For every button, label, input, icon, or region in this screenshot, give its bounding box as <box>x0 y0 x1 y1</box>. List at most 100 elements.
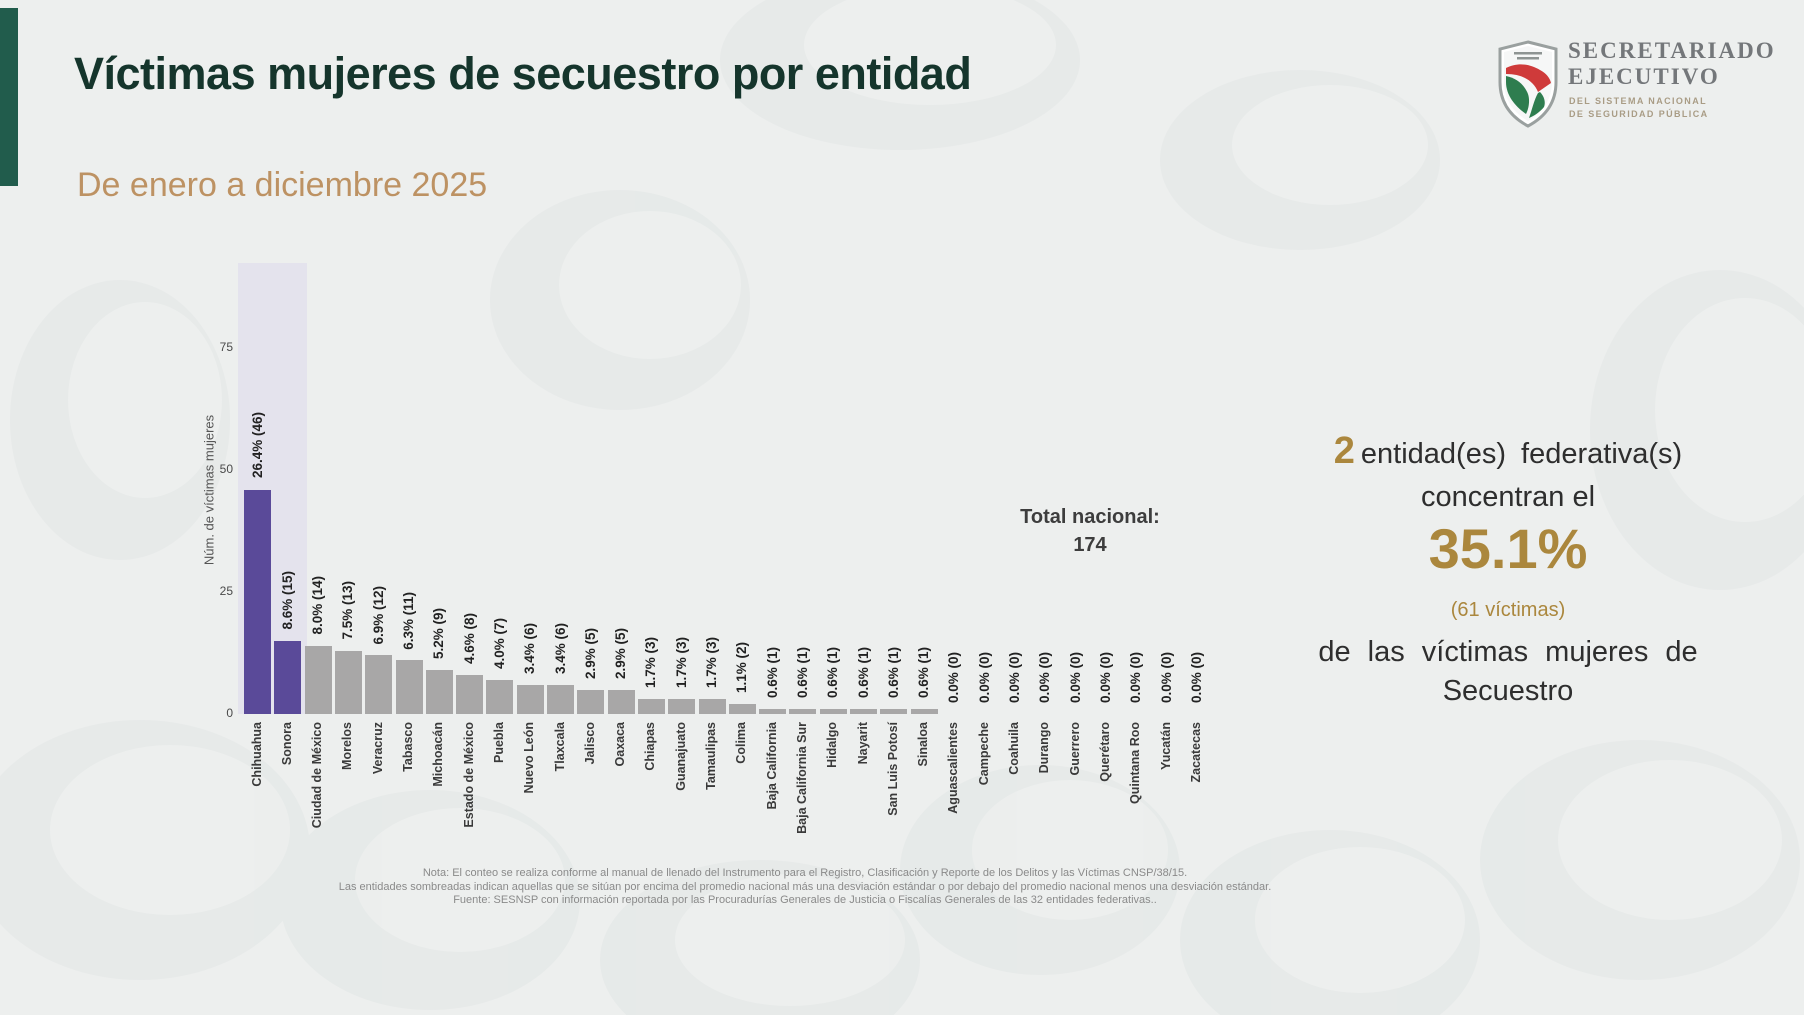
summary-callout: 2 entidad(es) federativa(s) concentran el… <box>1258 430 1758 708</box>
callout-entity-count: 2 <box>1333 430 1355 472</box>
bar-value-label: 4.0% (7) <box>491 617 507 669</box>
bar-value-label: 6.9% (12) <box>370 585 386 645</box>
bar-value-label: 5.2% (9) <box>431 608 447 660</box>
logo-sub-line2: DE SEGURIDAD PÚBLICA <box>1569 109 1709 119</box>
bar <box>304 645 332 714</box>
x-axis-label: Guerrero <box>1067 722 1082 776</box>
x-axis-label: Ciudad de México <box>310 722 325 829</box>
bar <box>334 650 362 714</box>
bar-value-label: 0.0% (0) <box>1158 651 1174 703</box>
bar <box>637 699 665 714</box>
bar-value-label: 2.9% (5) <box>613 627 629 679</box>
x-axis-label: Baja California <box>764 722 779 810</box>
bar-value-label: 3.4% (6) <box>552 622 568 674</box>
bar <box>395 660 423 714</box>
footnote-line3: Fuente: SESNSP con información reportada… <box>453 894 1157 906</box>
x-axis-label: Tlaxcala <box>552 722 567 772</box>
bar <box>910 709 938 714</box>
bar-value-label: 2.9% (5) <box>582 627 598 679</box>
x-axis-label: Chiapas <box>643 722 658 771</box>
x-axis-label: Tabasco <box>401 722 415 772</box>
bar-value-label: 8.6% (15) <box>279 571 295 630</box>
total-annotation: Total nacional: 174 <box>980 503 1200 559</box>
bar <box>728 704 756 714</box>
bar-value-label: 6.3% (11) <box>401 591 416 650</box>
x-axis-label: Hidalgo <box>825 722 840 768</box>
x-axis-label: Nayarit <box>855 722 870 765</box>
bar <box>668 699 696 714</box>
logo-org-line2: EJECUTIVO <box>1568 64 1720 89</box>
bar-value-label: 0.6% (1) <box>825 647 841 699</box>
bar <box>456 674 484 714</box>
x-axis-label: Coahuila <box>1007 722 1021 775</box>
bar-value-label: 1.7% (3) <box>643 637 659 689</box>
x-axis-label: Baja California Sur <box>794 722 809 834</box>
bar-value-label: 4.6% (8) <box>461 612 477 664</box>
x-axis-label: Michoacán <box>431 722 446 787</box>
page-title: Víctimas mujeres de secuestro por entida… <box>74 48 972 99</box>
y-axis-title: Núm. de víctimas mujeres <box>201 414 217 566</box>
y-axis-tick-label: 0 <box>226 706 233 720</box>
x-axis-label: Campeche <box>976 722 991 786</box>
x-axis-label: Estado de México <box>461 722 476 828</box>
bar <box>274 640 302 714</box>
bar-value-label: 0.6% (1) <box>916 647 932 699</box>
bar <box>486 679 514 714</box>
bar <box>425 670 453 714</box>
y-axis-tick-label: 25 <box>219 584 233 598</box>
callout-percentage: 35.1% <box>1428 517 1588 580</box>
bar-value-label: 0.6% (1) <box>794 647 810 699</box>
footnotes: Nota: El conteo se realiza conforme al m… <box>290 867 1320 908</box>
callout-description-line2: Secuestro <box>1442 675 1574 707</box>
footnote-line1: Nota: El conteo se realiza conforme al m… <box>422 867 1188 879</box>
x-axis-label: San Luis Potosí <box>885 722 900 816</box>
x-axis-label: Zacatecas <box>1188 722 1203 783</box>
y-axis-tick-label: 50 <box>219 462 233 476</box>
shield-icon <box>1498 40 1558 128</box>
bar-value-label: 1.1% (2) <box>734 642 750 694</box>
x-axis-label: Jalisco <box>582 722 597 765</box>
x-axis-label: Sinaloa <box>916 722 931 767</box>
x-axis-label: Sonora <box>279 722 294 766</box>
total-value: 174 <box>1073 534 1107 556</box>
total-label: Total nacional: <box>1020 506 1160 528</box>
bar-value-label: 0.6% (1) <box>855 647 871 699</box>
bar <box>365 655 393 714</box>
callout-entities-line: 2 entidad(es) federativa(s) <box>1258 430 1758 473</box>
bar-value-label: 7.5% (13) <box>340 581 356 640</box>
logo-org-line1: SECRETARIADO <box>1568 38 1776 63</box>
callout-victim-count: (61 víctimas) <box>1450 599 1566 621</box>
bar-value-label: 0.0% (0) <box>946 651 962 703</box>
x-axis-label: Oaxaca <box>613 722 628 767</box>
page-subtitle: De enero a diciembre 2025 <box>77 166 488 204</box>
x-axis-label: Querétaro <box>1097 722 1112 782</box>
x-axis-label: Colima <box>734 722 749 764</box>
bar <box>850 709 877 714</box>
logo-sub-line1: DEL SISTEMA NACIONAL <box>1569 96 1708 106</box>
bar-value-label: 0.0% (0) <box>1188 651 1204 703</box>
bar <box>880 709 908 714</box>
footnote-line2: Las entidades sombreadas indican aquella… <box>338 880 1272 893</box>
bar <box>577 689 605 714</box>
bar-value-label: 8.0% (14) <box>310 576 326 635</box>
bar-value-label: 3.4% (6) <box>522 622 538 674</box>
bar <box>819 709 847 714</box>
callout-description-line1: de las víctimas mujeres de <box>1318 636 1698 668</box>
x-axis-label: Morelos <box>340 722 355 770</box>
bar-value-label: 0.0% (0) <box>1067 651 1083 703</box>
x-axis-label: Chihuahua <box>249 722 264 787</box>
x-axis-label: Yucatán <box>1158 722 1173 770</box>
bar <box>698 699 726 714</box>
bar-value-label: 0.0% (0) <box>976 651 992 703</box>
x-axis-label: Tamaulipas <box>704 722 718 790</box>
callout-concentrate-text: concentran el <box>1420 481 1596 513</box>
secretariado-logo: SECRETARIADO EJECUTIVO DEL SISTEMA NACIO… <box>1496 36 1796 136</box>
x-axis-label: Quintana Roo <box>1128 722 1143 804</box>
bar-value-label: 0.6% (1) <box>885 647 901 699</box>
bar-value-label: 26.4% (46) <box>249 412 265 479</box>
bar-value-label: 0.0% (0) <box>1097 651 1113 703</box>
bar <box>547 684 574 714</box>
x-axis-label: Durango <box>1037 722 1052 774</box>
